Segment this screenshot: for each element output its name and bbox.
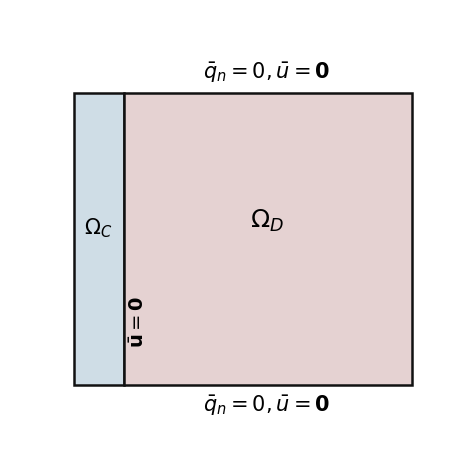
Text: $\Omega_C$: $\Omega_C$ <box>84 217 113 240</box>
Text: $\bar{\mathbf{u}} = \mathbf{0}$: $\bar{\mathbf{u}} = \mathbf{0}$ <box>129 295 148 347</box>
Text: $\bar{q}_n = 0, \bar{u} = \mathbf{0}$: $\bar{q}_n = 0, \bar{u} = \mathbf{0}$ <box>203 393 330 418</box>
Bar <box>74 93 124 385</box>
Text: $\bar{q}_n = 0, \bar{u} = \mathbf{0}$: $\bar{q}_n = 0, \bar{u} = \mathbf{0}$ <box>203 61 330 85</box>
Bar <box>124 93 412 385</box>
Text: $\Omega_D$: $\Omega_D$ <box>250 208 284 234</box>
